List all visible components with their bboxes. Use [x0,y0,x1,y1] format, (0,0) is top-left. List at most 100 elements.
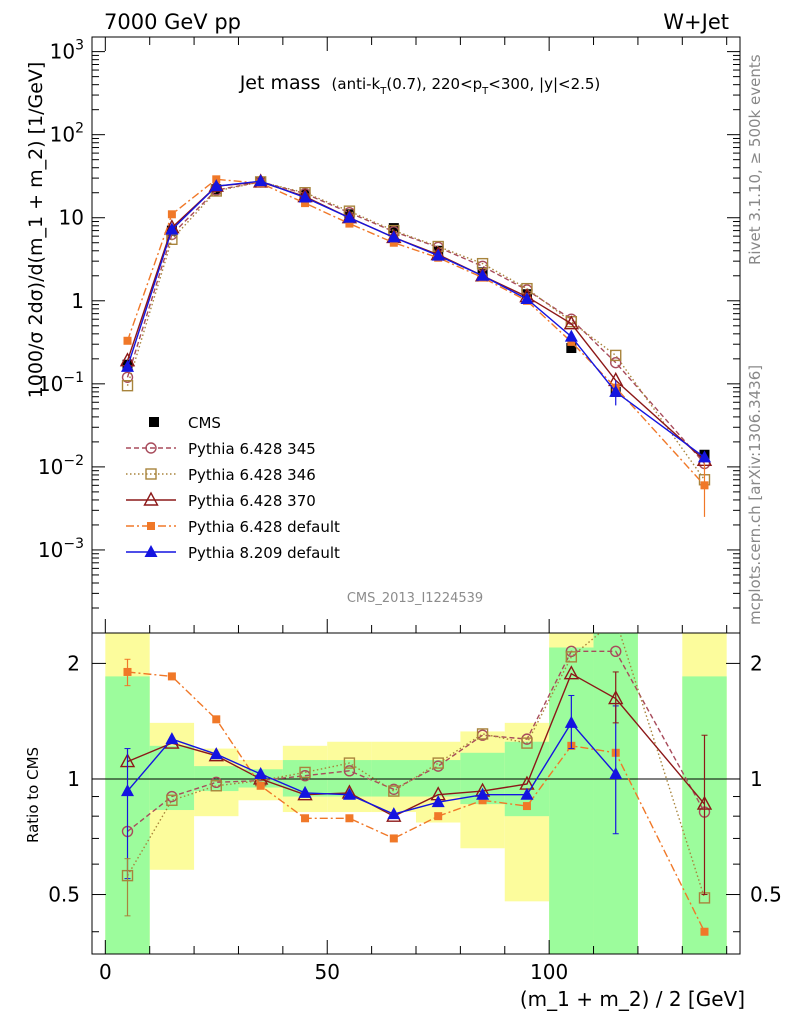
ratio-point-p346-1 [166,794,178,806]
ratio-point-p370-10 [563,665,580,680]
point-pdef-10 [567,337,576,346]
legend-marker-p345 [145,442,157,454]
point-p8-6 [387,230,401,243]
point-pdef-4 [301,199,310,208]
ratio-point-p8-8 [476,787,490,800]
ratio-point-pdef-2 [212,715,221,724]
ratio-point-p8-5 [342,787,356,800]
point-p8-8 [476,268,490,281]
point-p346-0 [121,379,134,392]
ratio-point-pdef-3 [256,781,265,790]
chart-title: Jet mass (anti-kT(0.7), 220<pT<300, |y|<… [239,72,601,97]
point-p8-5 [342,210,356,223]
ratio-y-axis-label: Ratio to CMS [24,747,42,843]
ratio-point-p8-6 [387,807,401,820]
ratio-point-p346-4 [299,766,311,779]
ratio-point-p8-7 [431,795,445,808]
y-tick-label: 10−2 [38,453,84,479]
legend-marker-cms [149,417,159,427]
ratio-point-p346-8 [476,728,489,740]
ratio-point-p8-2 [209,747,223,760]
ratio-point-p345-5 [343,765,356,777]
ratio-point-pdef-1 [167,672,176,681]
ratio-point-p346-9 [521,737,533,749]
rivet-label: Rivet 3.1.10, ≥ 500k events [746,54,764,265]
point-p8-7 [431,248,445,261]
point-p345-11 [610,356,622,369]
ratio-series [119,633,713,936]
point-p370-10 [563,315,580,330]
ratio-y-tick-label: 2 [67,651,80,675]
legend: CMS Pythia 6.428 345 Pythia 6.428 346 Pythi… [126,414,340,562]
y-tick-label: 10 [59,206,84,230]
header-right: W+Jet [663,10,729,34]
ratio-point-pdef-4 [301,814,310,823]
ratio-point-pdef-5 [345,814,354,823]
point-cms-6 [388,223,399,234]
band-green-10 [549,647,594,954]
ratio-y-tick-label: 1 [67,767,80,791]
legend-marker-p8 [144,545,158,557]
ratio-point-pdef-6 [389,834,398,843]
ratio-point-pdef-9 [522,802,531,811]
legend-label-p346: Pythia 6.428 346 [188,466,316,484]
ratio-point-p8-4 [298,785,312,798]
title-sub-mid: (0.7), 220<p [386,75,482,93]
legend-label-p345: Pythia 6.428 345 [188,440,316,458]
title-sub-sub1: T [379,86,387,97]
y-tick-label: 10−1 [38,370,84,396]
header-left: 7000 GeV pp [104,10,241,34]
ratio-y-tick-label-right: 0.5 [750,883,782,907]
y-tick-label: 1 [71,289,84,313]
ratio-point-p346-5 [343,757,356,769]
point-p8-10 [564,329,578,342]
ratio-point-pdef-7 [434,812,443,821]
point-pdef-6 [389,238,398,247]
title-main: Jet mass [239,72,321,94]
band-green-7 [416,760,461,797]
x-tick-label: 0 [99,960,112,984]
legend-label-cms: CMS [188,414,221,432]
ratio-point-p8-3 [254,767,268,780]
point-pdef-1 [167,210,176,219]
title-sub-pre: (anti-k [332,75,381,93]
band-green-6 [371,760,416,797]
point-pdef-5 [345,219,354,228]
analysis-id: CMS_2013_I1224539 [347,591,483,606]
ratio-point-p346-2 [210,780,222,792]
x-axis-label: (m_1 + m_2) / 2 [GeV] [520,987,745,1011]
y-tick-label: 10−3 [38,536,84,562]
legend-marker-pdef [147,522,155,530]
ratio-point-pdef-12 [700,927,709,936]
ratio-point-p346-7 [432,757,444,769]
legend-label-pdef: Pythia 6.428 default [188,518,340,536]
y-axis-label: 1000/σ 2dσ)/d(m_1 + m_2) [1/GeV] [25,62,47,399]
ratio-series-clipped [119,633,713,936]
ratio-y-tick-label-right: 2 [750,651,763,675]
point-p346-11 [610,349,622,362]
point-p8-12 [697,450,711,463]
ratio-point-pdef-8 [478,796,487,805]
legend-label-p370: Pythia 6.428 370 [188,492,316,510]
ratio-y-tick-label: 0.5 [48,883,80,907]
y-tick-label: 103 [50,38,84,64]
point-p345-0 [121,371,134,383]
point-p8-3 [254,174,268,187]
point-p8-1 [165,222,179,235]
legend-marker-p346 [145,468,157,480]
legend-marker-p370 [143,491,159,506]
x-tick-label: 100 [530,960,568,984]
main-series [119,173,713,517]
x-tick-label: 50 [315,960,340,984]
point-p8-0 [121,359,135,372]
ratio-line-p8 [126,721,617,815]
series-line-p346 [126,181,706,481]
title-sub-sub2: T [481,86,489,97]
ratio-point-p346-10 [565,651,578,663]
point-cms-10 [566,343,577,354]
ratio-point-p346-6 [388,785,400,797]
band-green-1 [149,745,195,811]
point-pdef-0 [123,336,132,345]
